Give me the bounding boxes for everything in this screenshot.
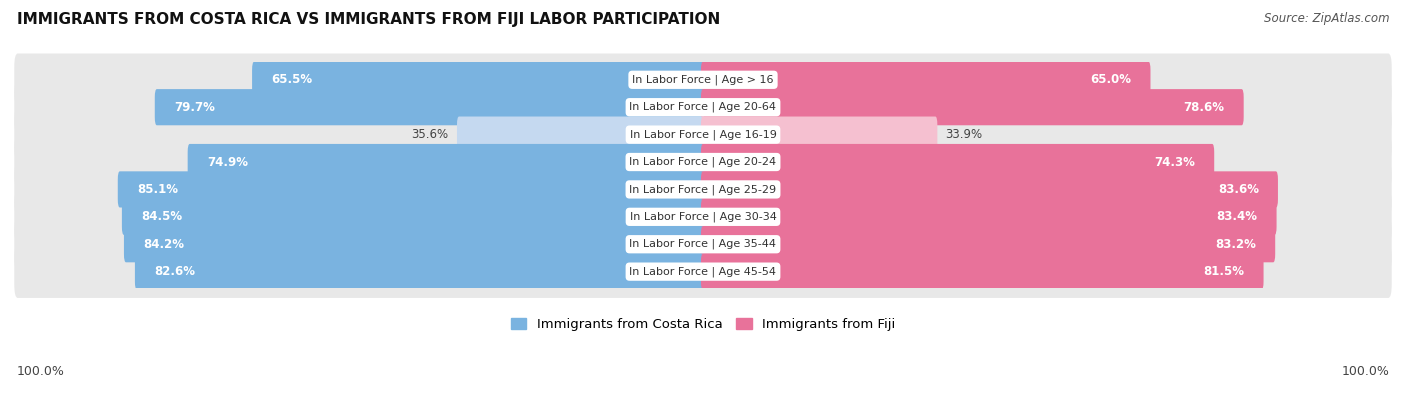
- FancyBboxPatch shape: [14, 108, 1392, 161]
- FancyBboxPatch shape: [14, 190, 1392, 243]
- FancyBboxPatch shape: [252, 62, 704, 98]
- Text: 100.0%: 100.0%: [17, 365, 65, 378]
- FancyBboxPatch shape: [187, 144, 704, 180]
- FancyBboxPatch shape: [155, 89, 704, 125]
- Legend: Immigrants from Costa Rica, Immigrants from Fiji: Immigrants from Costa Rica, Immigrants f…: [510, 318, 896, 331]
- FancyBboxPatch shape: [14, 163, 1392, 216]
- FancyBboxPatch shape: [18, 150, 1388, 174]
- Text: 65.5%: 65.5%: [271, 73, 312, 86]
- FancyBboxPatch shape: [14, 53, 1392, 106]
- Text: 82.6%: 82.6%: [155, 265, 195, 278]
- Text: In Labor Force | Age 30-34: In Labor Force | Age 30-34: [630, 212, 776, 222]
- Text: 83.6%: 83.6%: [1218, 183, 1258, 196]
- Text: 83.4%: 83.4%: [1216, 210, 1257, 223]
- FancyBboxPatch shape: [18, 177, 1388, 201]
- Text: In Labor Force | Age 25-29: In Labor Force | Age 25-29: [630, 184, 776, 195]
- Text: In Labor Force | Age 45-54: In Labor Force | Age 45-54: [630, 266, 776, 277]
- Text: In Labor Force | Age > 16: In Labor Force | Age > 16: [633, 75, 773, 85]
- FancyBboxPatch shape: [18, 232, 1388, 256]
- FancyBboxPatch shape: [702, 199, 1277, 235]
- FancyBboxPatch shape: [702, 144, 1215, 180]
- Text: 83.2%: 83.2%: [1215, 238, 1256, 251]
- Text: 78.6%: 78.6%: [1184, 101, 1225, 114]
- FancyBboxPatch shape: [118, 171, 704, 207]
- FancyBboxPatch shape: [18, 95, 1388, 119]
- FancyBboxPatch shape: [14, 81, 1392, 134]
- FancyBboxPatch shape: [702, 89, 1244, 125]
- Text: In Labor Force | Age 35-44: In Labor Force | Age 35-44: [630, 239, 776, 250]
- FancyBboxPatch shape: [14, 218, 1392, 271]
- FancyBboxPatch shape: [122, 199, 704, 235]
- Text: 100.0%: 100.0%: [1341, 365, 1389, 378]
- Text: 74.3%: 74.3%: [1154, 156, 1195, 169]
- Text: IMMIGRANTS FROM COSTA RICA VS IMMIGRANTS FROM FIJI LABOR PARTICIPATION: IMMIGRANTS FROM COSTA RICA VS IMMIGRANTS…: [17, 12, 720, 27]
- FancyBboxPatch shape: [124, 226, 704, 262]
- Text: 81.5%: 81.5%: [1204, 265, 1244, 278]
- Text: 33.9%: 33.9%: [946, 128, 983, 141]
- Text: 84.2%: 84.2%: [143, 238, 184, 251]
- Text: 74.9%: 74.9%: [207, 156, 247, 169]
- FancyBboxPatch shape: [18, 68, 1388, 92]
- FancyBboxPatch shape: [702, 62, 1150, 98]
- Text: 65.0%: 65.0%: [1090, 73, 1132, 86]
- Text: In Labor Force | Age 16-19: In Labor Force | Age 16-19: [630, 129, 776, 140]
- Text: Source: ZipAtlas.com: Source: ZipAtlas.com: [1264, 12, 1389, 25]
- Text: 84.5%: 84.5%: [141, 210, 183, 223]
- Text: 35.6%: 35.6%: [412, 128, 449, 141]
- Text: 85.1%: 85.1%: [136, 183, 179, 196]
- Text: In Labor Force | Age 20-24: In Labor Force | Age 20-24: [630, 157, 776, 167]
- FancyBboxPatch shape: [14, 136, 1392, 188]
- FancyBboxPatch shape: [457, 117, 704, 153]
- Text: In Labor Force | Age 20-64: In Labor Force | Age 20-64: [630, 102, 776, 113]
- FancyBboxPatch shape: [18, 260, 1388, 284]
- Text: 79.7%: 79.7%: [174, 101, 215, 114]
- FancyBboxPatch shape: [18, 205, 1388, 229]
- FancyBboxPatch shape: [702, 171, 1278, 207]
- FancyBboxPatch shape: [18, 122, 1388, 147]
- FancyBboxPatch shape: [135, 254, 704, 290]
- FancyBboxPatch shape: [702, 117, 938, 153]
- FancyBboxPatch shape: [14, 245, 1392, 298]
- FancyBboxPatch shape: [702, 254, 1264, 290]
- FancyBboxPatch shape: [702, 226, 1275, 262]
